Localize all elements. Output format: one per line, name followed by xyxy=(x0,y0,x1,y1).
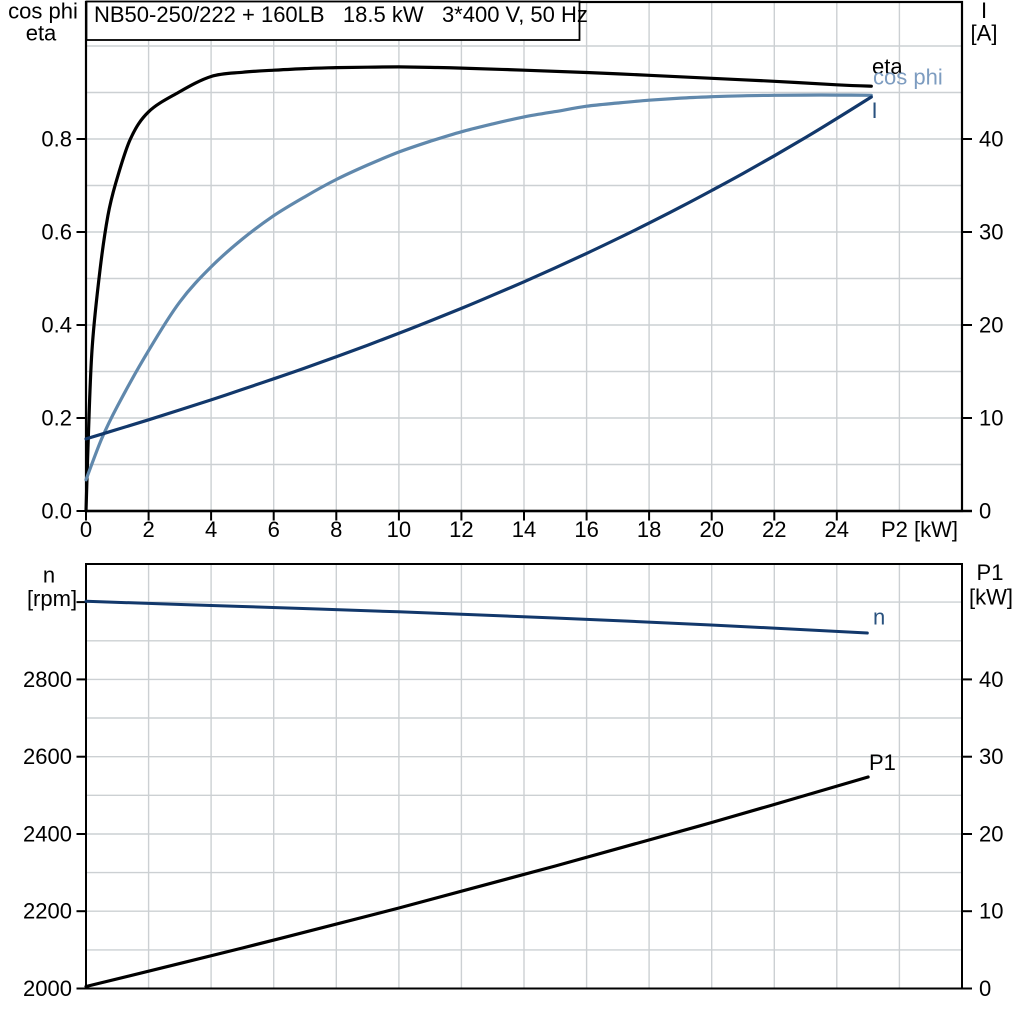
svg-text:[kW]: [kW] xyxy=(969,585,1013,610)
svg-text:eta: eta xyxy=(26,21,57,46)
svg-text:2600: 2600 xyxy=(23,744,72,769)
svg-text:P1: P1 xyxy=(977,560,1004,585)
svg-text:20: 20 xyxy=(979,313,1003,338)
svg-text:10: 10 xyxy=(979,899,1003,924)
svg-text:22: 22 xyxy=(762,517,786,542)
svg-text:I: I xyxy=(981,0,987,23)
svg-text:[A]: [A] xyxy=(971,21,998,46)
svg-text:0.4: 0.4 xyxy=(41,313,72,338)
svg-text:0: 0 xyxy=(979,976,991,1001)
svg-text:P2 [kW]: P2 [kW] xyxy=(881,517,958,542)
svg-text:20: 20 xyxy=(979,822,1003,847)
svg-text:0: 0 xyxy=(979,499,991,524)
svg-text:n: n xyxy=(43,563,55,588)
svg-text:2000: 2000 xyxy=(23,976,72,1001)
svg-text:6: 6 xyxy=(268,517,280,542)
svg-text:10: 10 xyxy=(387,517,411,542)
svg-text:[rpm]: [rpm] xyxy=(27,586,77,611)
svg-text:P1: P1 xyxy=(869,750,896,775)
svg-text:24: 24 xyxy=(825,517,849,542)
svg-text:0.8: 0.8 xyxy=(41,127,72,152)
svg-text:2800: 2800 xyxy=(23,667,72,692)
svg-text:16: 16 xyxy=(574,517,598,542)
svg-text:cos phi: cos phi xyxy=(873,65,943,90)
svg-text:eta: eta xyxy=(872,54,903,79)
svg-text:2200: 2200 xyxy=(23,899,72,924)
svg-text:0.6: 0.6 xyxy=(41,220,72,245)
svg-text:0.2: 0.2 xyxy=(41,406,72,431)
svg-text:40: 40 xyxy=(979,667,1003,692)
svg-text:30: 30 xyxy=(979,744,1003,769)
svg-text:cos phi: cos phi xyxy=(8,0,78,24)
svg-text:18: 18 xyxy=(637,517,661,542)
svg-text:0: 0 xyxy=(80,517,92,542)
svg-text:2400: 2400 xyxy=(23,822,72,847)
svg-text:12: 12 xyxy=(449,517,473,542)
svg-text:14: 14 xyxy=(512,517,536,542)
svg-text:NB50-250/222 + 160LB 18.5 kW: NB50-250/222 + 160LB 18.5 kW 3*400 V, 50… xyxy=(94,2,588,27)
svg-text:2: 2 xyxy=(142,517,154,542)
svg-text:20: 20 xyxy=(699,517,723,542)
svg-text:40: 40 xyxy=(979,127,1003,152)
svg-text:8: 8 xyxy=(330,517,342,542)
svg-text:n: n xyxy=(873,605,885,630)
svg-text:0.0: 0.0 xyxy=(41,499,72,524)
svg-text:4: 4 xyxy=(205,517,217,542)
svg-text:I: I xyxy=(872,98,878,123)
svg-text:30: 30 xyxy=(979,220,1003,245)
svg-text:10: 10 xyxy=(979,406,1003,431)
